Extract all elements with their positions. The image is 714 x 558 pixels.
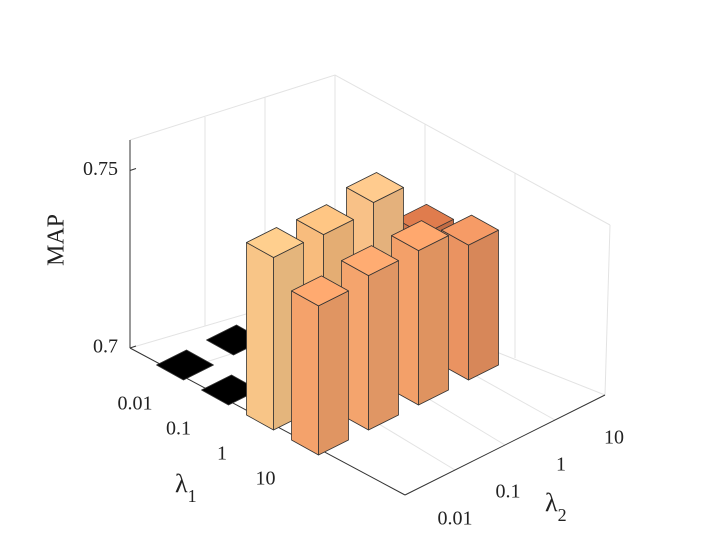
y-tick-label: 10 <box>604 427 624 449</box>
box-edge <box>604 224 611 396</box>
bar-top <box>296 204 354 236</box>
y-tick-label: 1 <box>556 454 566 476</box>
x-tick-label: 0.01 <box>118 393 153 415</box>
x-label-subscript: 1 <box>188 486 197 506</box>
bar-left-face <box>246 242 274 431</box>
z-tick <box>129 345 137 349</box>
bars <box>156 172 499 456</box>
bar-top <box>341 245 399 277</box>
bar-top <box>391 220 449 252</box>
y-tick-label: 0.1 <box>496 481 521 503</box>
bar-top <box>346 172 404 203</box>
x-tick-label: 10 <box>256 468 276 490</box>
bar-top <box>291 275 349 307</box>
y-axis <box>404 394 606 496</box>
y-label-symbol: λ <box>545 488 558 517</box>
x-label-symbol: λ <box>175 469 188 498</box>
z-tick <box>129 168 137 171</box>
bar-right-face <box>318 290 349 456</box>
x-axis-label: λ1 <box>175 469 197 506</box>
z-tick-label: 0.75 <box>83 158 118 180</box>
bar-right-face <box>368 260 399 431</box>
bar-right-face <box>418 235 449 406</box>
y-tick-label: 0.01 <box>438 508 473 530</box>
y-axis-label: λ2 <box>545 488 567 525</box>
z-tick-label: 0.7 <box>93 336 118 358</box>
bar-top <box>246 227 304 258</box>
bar-top <box>156 349 214 381</box>
x-tick-label: 1 <box>217 443 227 465</box>
x-tick-label: 0.1 <box>166 418 191 440</box>
y-label-subscript: 2 <box>558 505 567 525</box>
bar-top <box>441 214 499 246</box>
bar-right-face <box>468 229 499 381</box>
bar-left-face <box>291 290 319 456</box>
z-axis-label: MAP <box>44 214 70 266</box>
